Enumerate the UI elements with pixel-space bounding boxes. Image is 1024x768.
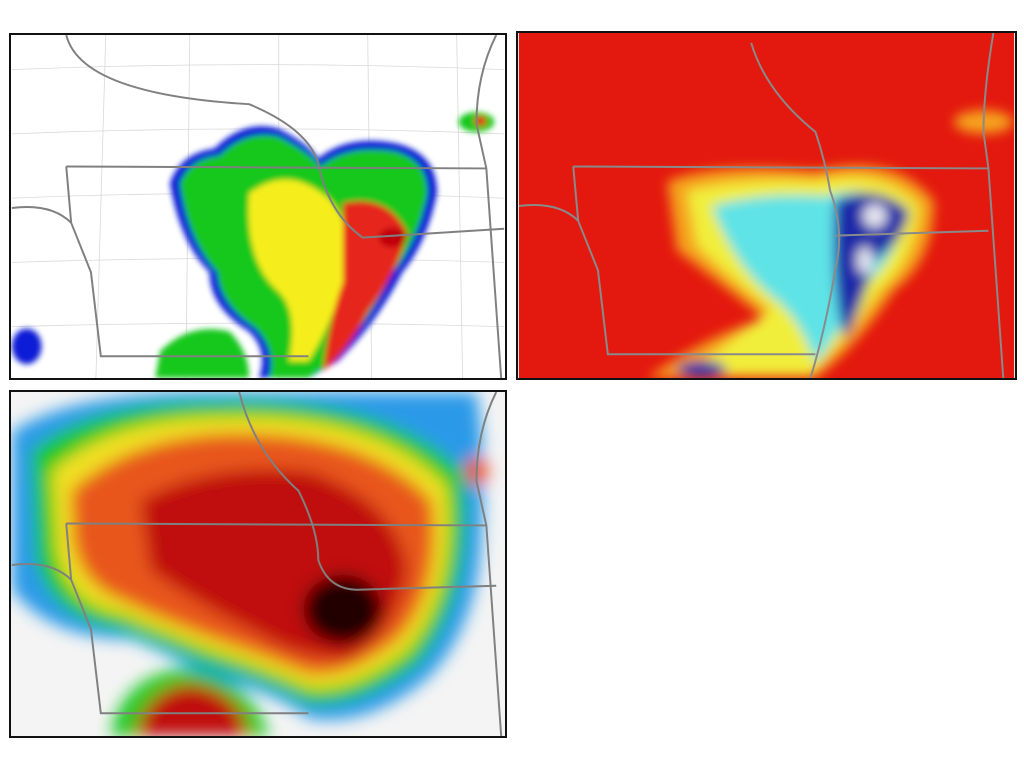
boundaries [11, 35, 505, 378]
storm-shield [11, 392, 489, 736]
boundaries [518, 33, 1005, 378]
reflectivity-map-canvas [11, 35, 505, 378]
radar-reflectivity-map [9, 33, 507, 380]
brightness-temperature-map [9, 390, 507, 738]
precip-area [11, 112, 495, 378]
cloud-top-map-canvas [518, 33, 1015, 378]
boundaries [11, 392, 503, 736]
cloud-top-temperature-map [516, 31, 1017, 380]
brightness-map-canvas [11, 392, 503, 736]
